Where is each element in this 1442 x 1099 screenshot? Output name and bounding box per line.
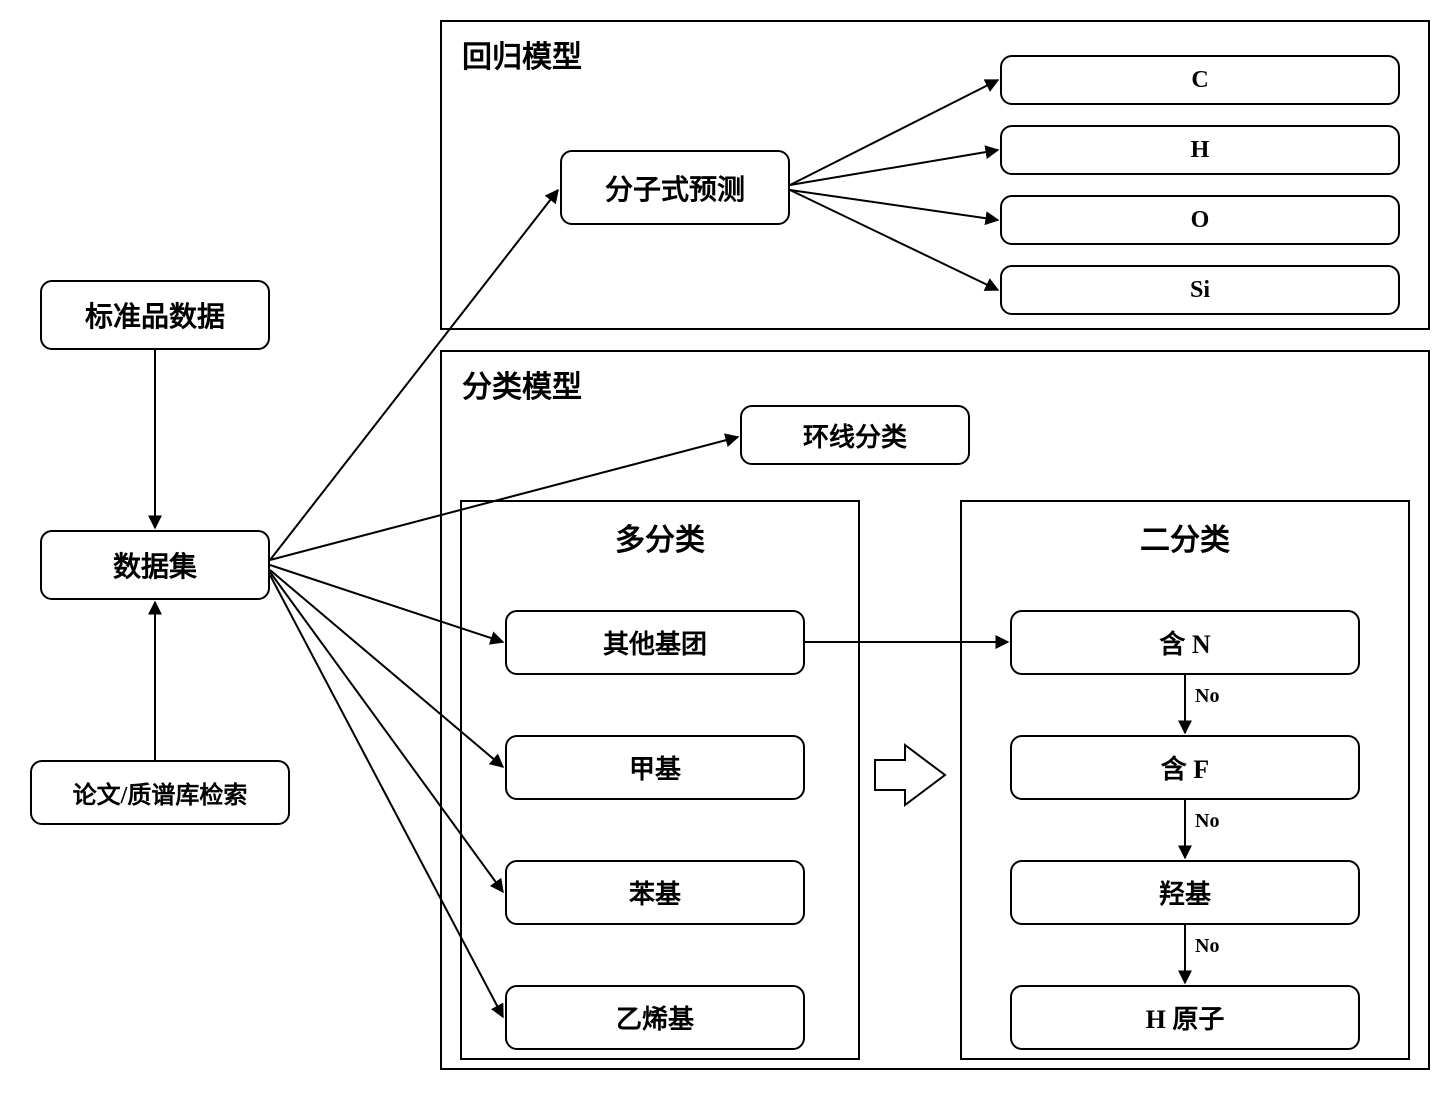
edge-label-no-1: No — [1195, 685, 1219, 708]
node-elem-c: C — [1000, 55, 1400, 105]
node-binary-h: H 原子 — [1010, 985, 1360, 1050]
node-lit-search: 论文/质谱库检索 — [30, 760, 290, 825]
panel-classify-title: 分类模型 — [462, 362, 582, 406]
node-multi-phenyl: 苯基 — [505, 860, 805, 925]
node-elem-o: O — [1000, 195, 1400, 245]
node-multi-vinyl: 乙烯基 — [505, 985, 805, 1050]
panel-regression-title: 回归模型 — [462, 32, 582, 76]
node-binary-n: 含 N — [1010, 610, 1360, 675]
node-formula: 分子式预测 — [560, 150, 790, 225]
node-multi-other: 其他基团 — [505, 610, 805, 675]
node-multi-methyl: 甲基 — [505, 735, 805, 800]
node-ring: 环线分类 — [740, 405, 970, 465]
node-binary-f: 含 F — [1010, 735, 1360, 800]
edge-label-no-2: No — [1195, 810, 1219, 833]
node-elem-si: Si — [1000, 265, 1400, 315]
multi-column-title: 多分类 — [460, 515, 860, 559]
diagram-canvas: 回归模型 分类模型 多分类 二分类 标准品数据 数据集 论文/质谱库检索 分子式… — [0, 0, 1442, 1099]
edge-label-no-3: No — [1195, 935, 1219, 958]
node-dataset: 数据集 — [40, 530, 270, 600]
node-elem-h: H — [1000, 125, 1400, 175]
node-std-data: 标准品数据 — [40, 280, 270, 350]
node-binary-oh: 羟基 — [1010, 860, 1360, 925]
binary-column-title: 二分类 — [960, 515, 1410, 559]
